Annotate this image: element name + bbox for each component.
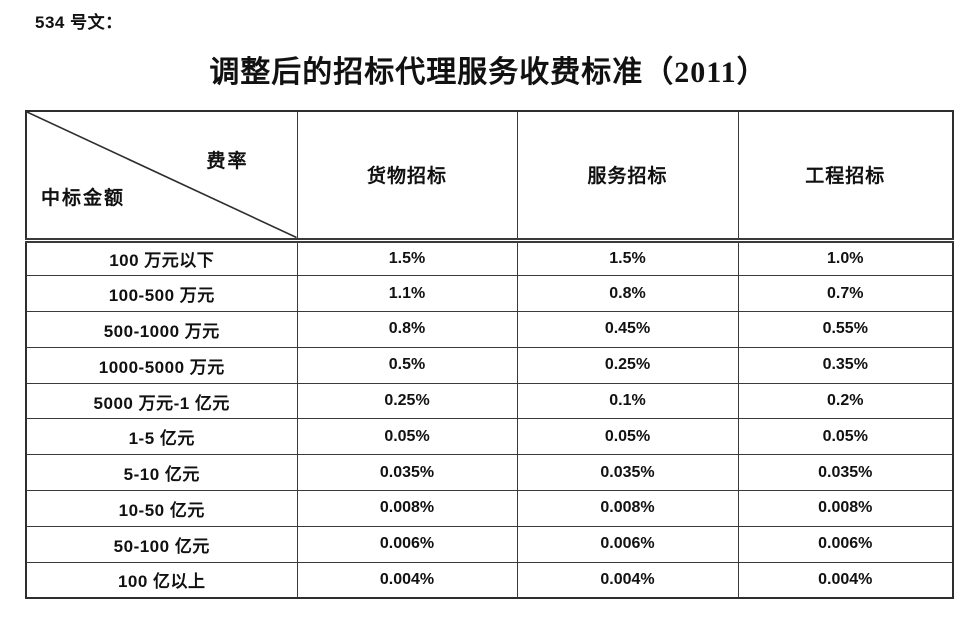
row-label: 1000-5000 万元 <box>25 346 298 384</box>
row-label: 500-1000 万元 <box>25 311 298 348</box>
fee-cell: 0.1% <box>516 382 739 420</box>
table-row: 1-5 亿元 0.05% 0.05% 0.05% <box>25 418 954 456</box>
fee-cell: 0.8% <box>296 311 518 348</box>
table-row: 1000-5000 万元 0.5% 0.25% 0.35% <box>25 346 954 384</box>
table-row: 5000 万元-1 亿元 0.25% 0.1% 0.2% <box>25 382 954 420</box>
fee-cell: 0.006% <box>296 525 518 563</box>
fee-cell: 0.008% <box>296 490 518 527</box>
table-row: 50-100 亿元 0.006% 0.006% 0.006% <box>25 525 954 563</box>
fee-cell: 0.004% <box>737 561 954 599</box>
fee-cell: 0.035% <box>296 454 518 492</box>
fee-cell: 0.008% <box>737 490 954 527</box>
fee-cell: 0.05% <box>737 418 954 456</box>
fee-cell: 0.006% <box>516 525 739 563</box>
row-label: 100 亿以上 <box>25 561 298 599</box>
table-row: 100 万元以下 1.5% 1.5% 1.0% <box>25 237 954 277</box>
fee-cell: 0.05% <box>296 418 518 456</box>
fee-cell: 1.5% <box>296 237 518 277</box>
table-row: 5-10 亿元 0.035% 0.035% 0.035% <box>25 454 954 492</box>
column-header-goods: 货物招标 <box>296 110 518 241</box>
doc-number-label: 534 号文： <box>35 13 123 32</box>
corner-header-cell: 费率 中标金额 <box>25 110 298 241</box>
row-label: 100 万元以下 <box>25 237 298 277</box>
fee-cell: 0.5% <box>296 346 518 384</box>
page-title: 调整后的招标代理服务收费标准（2011） <box>209 56 768 89</box>
fee-cell: 0.25% <box>296 382 518 420</box>
table-row: 10-50 亿元 0.008% 0.008% 0.008% <box>25 490 954 527</box>
fee-cell: 0.8% <box>516 275 739 313</box>
fee-cell: 0.55% <box>737 311 954 348</box>
fee-cell: 0.7% <box>737 275 954 313</box>
diagonal-line <box>27 112 297 238</box>
fee-cell: 0.004% <box>516 561 739 599</box>
table-row: 100-500 万元 1.1% 0.8% 0.7% <box>25 275 954 313</box>
fee-cell: 0.006% <box>737 525 954 563</box>
fee-cell: 0.035% <box>737 454 954 492</box>
table-row: 100 亿以上 0.004% 0.004% 0.004% <box>25 561 954 599</box>
fee-cell: 0.05% <box>516 418 739 456</box>
row-label: 10-50 亿元 <box>25 490 298 527</box>
fee-cell: 1.1% <box>296 275 518 313</box>
fee-cell: 0.25% <box>516 346 739 384</box>
fee-cell: 0.035% <box>516 454 739 492</box>
fee-cell: 0.35% <box>737 346 954 384</box>
fee-cell: 1.0% <box>737 237 954 277</box>
fee-cell: 0.008% <box>516 490 739 527</box>
row-label: 50-100 亿元 <box>25 525 298 563</box>
fee-cell: 0.45% <box>516 311 739 348</box>
column-header-service: 服务招标 <box>516 110 739 241</box>
row-label: 100-500 万元 <box>25 275 298 313</box>
row-label: 1-5 亿元 <box>25 418 298 456</box>
row-label: 5-10 亿元 <box>25 454 298 492</box>
row-label: 5000 万元-1 亿元 <box>25 382 298 420</box>
column-header-engineering: 工程招标 <box>737 110 954 241</box>
fee-cell: 0.2% <box>737 382 954 420</box>
table-row: 500-1000 万元 0.8% 0.45% 0.55% <box>25 311 954 348</box>
corner-label-fee-rate: 费率 <box>206 151 249 172</box>
fee-cell: 1.5% <box>516 237 739 277</box>
fee-rate-table: 费率 中标金额 货物招标 服务招标 工程招标 100 万元以下 1.5% 1.5… <box>25 110 954 599</box>
header-row: 费率 中标金额 货物招标 服务招标 工程招标 <box>25 110 954 241</box>
fee-cell: 0.004% <box>296 561 518 599</box>
corner-label-bid-amount: 中标金额 <box>41 187 126 209</box>
